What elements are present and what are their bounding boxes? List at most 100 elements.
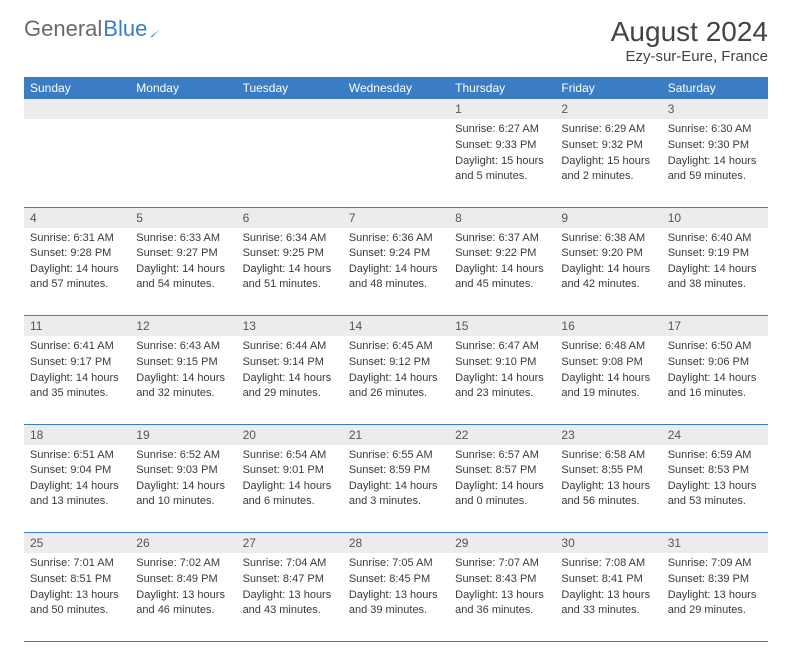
day-cell-body: Sunrise: 6:54 AMSunset: 9:01 PMDaylight:… — [237, 445, 343, 516]
day-number-cell: 25 — [24, 533, 130, 554]
day-cell-body: Sunrise: 6:40 AMSunset: 9:19 PMDaylight:… — [662, 228, 768, 299]
day-header: Monday — [130, 77, 236, 99]
day-number-cell: 3 — [662, 99, 768, 119]
day-number-cell: 24 — [662, 424, 768, 445]
day-cell: Sunrise: 6:54 AMSunset: 9:01 PMDaylight:… — [237, 445, 343, 533]
day-cell-body: Sunrise: 6:50 AMSunset: 9:06 PMDaylight:… — [662, 336, 768, 407]
day-number-cell: 2 — [555, 99, 661, 119]
sunset-line: Sunset: 9:30 PM — [668, 138, 762, 153]
day-cell-body: Sunrise: 6:27 AMSunset: 9:33 PMDaylight:… — [449, 119, 555, 190]
day-cell: Sunrise: 6:41 AMSunset: 9:17 PMDaylight:… — [24, 336, 130, 424]
sunrise-line: Sunrise: 6:57 AM — [455, 448, 549, 463]
sunrise-line: Sunrise: 6:47 AM — [455, 339, 549, 354]
daylight-line: Daylight: 13 hours and 43 minutes. — [243, 588, 337, 618]
day-cell-body: Sunrise: 6:44 AMSunset: 9:14 PMDaylight:… — [237, 336, 343, 407]
day-number-row: 25262728293031 — [24, 533, 768, 554]
day-cell-body: Sunrise: 6:33 AMSunset: 9:27 PMDaylight:… — [130, 228, 236, 299]
day-cell-body: Sunrise: 6:58 AMSunset: 8:55 PMDaylight:… — [555, 445, 661, 516]
day-cell: Sunrise: 7:07 AMSunset: 8:43 PMDaylight:… — [449, 553, 555, 641]
day-cell: Sunrise: 6:29 AMSunset: 9:32 PMDaylight:… — [555, 119, 661, 207]
daylight-line: Daylight: 13 hours and 36 minutes. — [455, 588, 549, 618]
location-subtitle: Ezy-sur-Eure, France — [611, 48, 768, 65]
day-cell-body: Sunrise: 6:31 AMSunset: 9:28 PMDaylight:… — [24, 228, 130, 299]
sunset-line: Sunset: 8:47 PM — [243, 572, 337, 587]
day-cell-body: Sunrise: 7:08 AMSunset: 8:41 PMDaylight:… — [555, 553, 661, 624]
day-cell: Sunrise: 7:02 AMSunset: 8:49 PMDaylight:… — [130, 553, 236, 641]
day-number-cell: 8 — [449, 207, 555, 228]
daylight-line: Daylight: 14 hours and 57 minutes. — [30, 262, 124, 292]
day-number-cell: 20 — [237, 424, 343, 445]
week-row: Sunrise: 6:51 AMSunset: 9:04 PMDaylight:… — [24, 445, 768, 533]
day-cell-body: Sunrise: 6:51 AMSunset: 9:04 PMDaylight:… — [24, 445, 130, 516]
day-number-cell: 15 — [449, 316, 555, 337]
sunrise-line: Sunrise: 7:09 AM — [668, 556, 762, 571]
day-header: Sunday — [24, 77, 130, 99]
daylight-line: Daylight: 14 hours and 16 minutes. — [668, 371, 762, 401]
day-number-cell: 30 — [555, 533, 661, 554]
daylight-line: Daylight: 14 hours and 19 minutes. — [561, 371, 655, 401]
day-cell: Sunrise: 6:57 AMSunset: 8:57 PMDaylight:… — [449, 445, 555, 533]
daylight-line: Daylight: 14 hours and 23 minutes. — [455, 371, 549, 401]
week-row: Sunrise: 7:01 AMSunset: 8:51 PMDaylight:… — [24, 553, 768, 641]
daylight-line: Daylight: 14 hours and 26 minutes. — [349, 371, 443, 401]
day-cell-body: Sunrise: 7:07 AMSunset: 8:43 PMDaylight:… — [449, 553, 555, 624]
day-number-cell — [24, 99, 130, 119]
daylight-line: Daylight: 14 hours and 48 minutes. — [349, 262, 443, 292]
day-number-cell — [237, 99, 343, 119]
day-number-cell: 7 — [343, 207, 449, 228]
sunset-line: Sunset: 8:39 PM — [668, 572, 762, 587]
sunrise-line: Sunrise: 6:51 AM — [30, 448, 124, 463]
day-cell-body: Sunrise: 6:37 AMSunset: 9:22 PMDaylight:… — [449, 228, 555, 299]
title-block: August 2024 Ezy-sur-Eure, France — [611, 16, 768, 65]
day-number-cell: 1 — [449, 99, 555, 119]
daylight-line: Daylight: 13 hours and 39 minutes. — [349, 588, 443, 618]
daylight-line: Daylight: 13 hours and 56 minutes. — [561, 479, 655, 509]
daylight-line: Daylight: 15 hours and 5 minutes. — [455, 154, 549, 184]
sunrise-line: Sunrise: 6:43 AM — [136, 339, 230, 354]
day-cell: Sunrise: 7:05 AMSunset: 8:45 PMDaylight:… — [343, 553, 449, 641]
day-cell-body: Sunrise: 6:36 AMSunset: 9:24 PMDaylight:… — [343, 228, 449, 299]
day-cell — [24, 119, 130, 207]
day-number-cell: 17 — [662, 316, 768, 337]
daylight-line: Daylight: 15 hours and 2 minutes. — [561, 154, 655, 184]
sunrise-line: Sunrise: 6:48 AM — [561, 339, 655, 354]
day-cell: Sunrise: 6:48 AMSunset: 9:08 PMDaylight:… — [555, 336, 661, 424]
day-cell — [343, 119, 449, 207]
brand-part2: Blue — [103, 16, 147, 42]
sunset-line: Sunset: 9:22 PM — [455, 246, 549, 261]
sunrise-line: Sunrise: 6:34 AM — [243, 231, 337, 246]
day-cell-body: Sunrise: 6:59 AMSunset: 8:53 PMDaylight:… — [662, 445, 768, 516]
day-cell-body: Sunrise: 6:48 AMSunset: 9:08 PMDaylight:… — [555, 336, 661, 407]
daylight-line: Daylight: 14 hours and 59 minutes. — [668, 154, 762, 184]
brand-logo: GeneralBlue — [24, 16, 170, 42]
daylight-line: Daylight: 13 hours and 46 minutes. — [136, 588, 230, 618]
day-number-row: 45678910 — [24, 207, 768, 228]
day-number-cell: 28 — [343, 533, 449, 554]
sunset-line: Sunset: 8:59 PM — [349, 463, 443, 478]
sunset-line: Sunset: 9:19 PM — [668, 246, 762, 261]
day-cell: Sunrise: 6:58 AMSunset: 8:55 PMDaylight:… — [555, 445, 661, 533]
day-number-cell: 31 — [662, 533, 768, 554]
sunset-line: Sunset: 9:08 PM — [561, 355, 655, 370]
daylight-line: Daylight: 14 hours and 32 minutes. — [136, 371, 230, 401]
day-cell: Sunrise: 6:33 AMSunset: 9:27 PMDaylight:… — [130, 228, 236, 316]
sunrise-line: Sunrise: 6:36 AM — [349, 231, 443, 246]
day-cell: Sunrise: 6:38 AMSunset: 9:20 PMDaylight:… — [555, 228, 661, 316]
day-cell: Sunrise: 7:01 AMSunset: 8:51 PMDaylight:… — [24, 553, 130, 641]
sail-icon — [150, 21, 170, 37]
day-cell-body: Sunrise: 7:01 AMSunset: 8:51 PMDaylight:… — [24, 553, 130, 624]
sunrise-line: Sunrise: 6:33 AM — [136, 231, 230, 246]
day-cell-body: Sunrise: 6:47 AMSunset: 9:10 PMDaylight:… — [449, 336, 555, 407]
day-number-cell — [130, 99, 236, 119]
sunset-line: Sunset: 9:17 PM — [30, 355, 124, 370]
day-cell-body: Sunrise: 6:45 AMSunset: 9:12 PMDaylight:… — [343, 336, 449, 407]
day-header: Wednesday — [343, 77, 449, 99]
sunrise-line: Sunrise: 7:04 AM — [243, 556, 337, 571]
calendar-body: 123 Sunrise: 6:27 AMSunset: 9:33 PMDaylig… — [24, 99, 768, 641]
daylight-line: Daylight: 13 hours and 29 minutes. — [668, 588, 762, 618]
day-number-cell: 4 — [24, 207, 130, 228]
sunset-line: Sunset: 9:25 PM — [243, 246, 337, 261]
day-cell: Sunrise: 6:40 AMSunset: 9:19 PMDaylight:… — [662, 228, 768, 316]
day-cell-body: Sunrise: 6:52 AMSunset: 9:03 PMDaylight:… — [130, 445, 236, 516]
sunset-line: Sunset: 8:57 PM — [455, 463, 549, 478]
